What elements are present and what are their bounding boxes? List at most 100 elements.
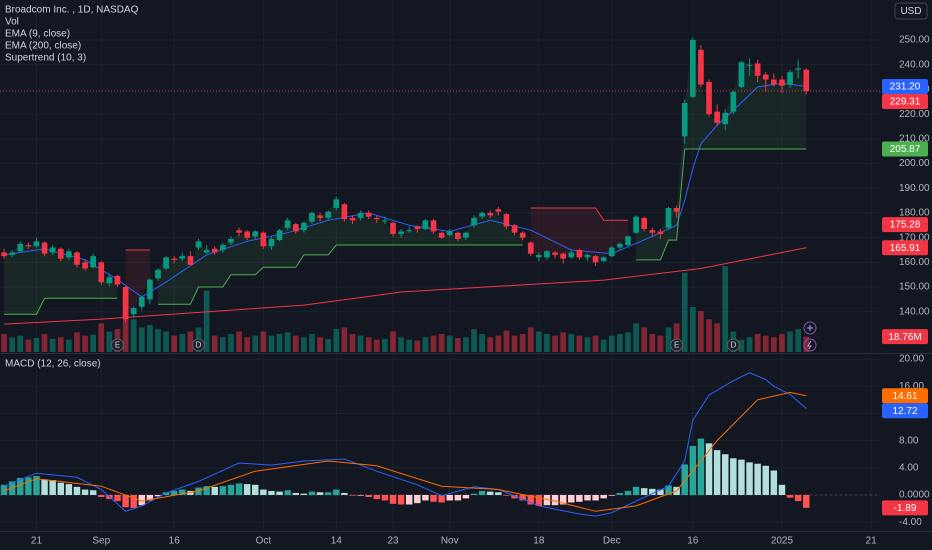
histogram-bar <box>657 489 664 495</box>
candle-body <box>608 247 615 257</box>
volume-bar <box>600 339 607 352</box>
volume-bar <box>519 333 526 352</box>
event-badge <box>670 338 684 352</box>
y-tick-label: 140.00 <box>899 306 930 317</box>
alert-icon[interactable] <box>807 340 812 350</box>
histogram-bar <box>405 494 413 505</box>
histogram-bar <box>746 462 753 495</box>
volume-bar <box>787 331 793 352</box>
histogram-bar <box>25 477 32 495</box>
volume-bar <box>430 335 437 352</box>
candle-body <box>390 222 396 234</box>
candle-body <box>82 262 88 269</box>
histogram-bar <box>389 494 397 504</box>
volume-bar <box>560 332 567 352</box>
histogram-bar <box>576 494 583 502</box>
volume-bar <box>681 272 688 352</box>
histogram-bar <box>778 484 786 495</box>
volume-bar <box>211 335 218 352</box>
event-label: E <box>115 341 120 350</box>
volume-bar <box>398 337 404 352</box>
candle-body <box>260 232 267 247</box>
histogram-bar <box>187 490 194 495</box>
histogram-bar <box>300 493 308 495</box>
x-tick-label: 21 <box>31 536 43 547</box>
candle-body <box>641 217 648 229</box>
candle-body <box>9 252 15 255</box>
add-button[interactable] <box>803 321 817 335</box>
volume-bar <box>74 332 80 352</box>
volume-bar <box>414 340 421 352</box>
histogram-bar <box>89 490 97 495</box>
candle-body <box>365 212 372 217</box>
y-tick-label: 150.00 <box>899 282 930 293</box>
supertrend-line <box>4 148 807 315</box>
histogram-bar <box>333 489 340 495</box>
candle-body <box>325 211 332 218</box>
currency-box[interactable] <box>894 2 928 20</box>
x-tick-label: 14 <box>331 536 343 547</box>
volume-bar <box>33 338 40 352</box>
currency[interactable]: USD <box>900 6 921 17</box>
candle-body <box>49 247 56 253</box>
volume-bar <box>706 319 712 352</box>
histogram-bar <box>341 492 348 495</box>
candle-body <box>787 72 793 85</box>
volume-bar <box>406 339 413 352</box>
candle-body <box>730 91 737 112</box>
histogram-bar <box>0 484 8 495</box>
candle-body <box>236 230 242 233</box>
candle-body <box>746 64 753 66</box>
candle-body <box>592 256 599 263</box>
candle-body <box>803 69 810 92</box>
histogram-bar <box>762 465 769 495</box>
event-badge <box>726 338 740 352</box>
candle-body <box>406 230 413 232</box>
candle-body <box>284 220 291 228</box>
histogram-bar <box>170 490 178 495</box>
candle-body <box>795 68 801 70</box>
histogram-bar <box>284 490 291 495</box>
histogram-bar <box>308 491 316 495</box>
histogram-bar <box>770 470 778 495</box>
x-tick-label: 18 <box>533 536 545 547</box>
y-tick-label: 220.00 <box>899 109 930 120</box>
volume-bar <box>803 336 810 352</box>
value-tag-label: 12.72 <box>892 406 917 417</box>
candle-body <box>171 258 178 260</box>
value-tag-label: 231.20 <box>890 82 921 93</box>
volume-bar <box>527 327 534 352</box>
histogram-bar <box>49 480 56 495</box>
histogram-bar <box>260 489 267 495</box>
volume-bar <box>341 327 348 352</box>
histogram-bar <box>65 484 73 495</box>
histogram-bar <box>227 484 235 495</box>
volume-bar <box>584 337 591 352</box>
volume-bar <box>333 329 340 352</box>
volume-bar <box>779 333 785 352</box>
candle-body <box>155 269 161 279</box>
candle-body <box>495 209 502 212</box>
candle-body <box>519 232 526 238</box>
volume-bar <box>544 333 550 352</box>
histogram-bar <box>41 479 48 495</box>
histogram-bar <box>616 492 624 495</box>
histogram-bar <box>697 438 705 495</box>
volume-bar <box>57 337 64 352</box>
volume-bar <box>592 335 599 352</box>
supertrend-fill <box>530 208 628 263</box>
volume-bar <box>9 337 15 352</box>
histogram-bar <box>519 494 526 501</box>
volume-bar <box>25 339 32 352</box>
value-tag-label: 175.28 <box>890 220 921 231</box>
volume-bar <box>284 332 291 352</box>
alert-button[interactable] <box>803 338 817 352</box>
candle-body <box>430 220 437 232</box>
volume-bar <box>138 327 145 352</box>
candle-body <box>714 111 720 123</box>
candle-body <box>244 231 250 238</box>
add-icon[interactable] <box>807 325 813 331</box>
histogram-bar <box>584 494 591 501</box>
y-tick-label: 4.00 <box>899 462 919 473</box>
candle-body <box>673 207 680 212</box>
